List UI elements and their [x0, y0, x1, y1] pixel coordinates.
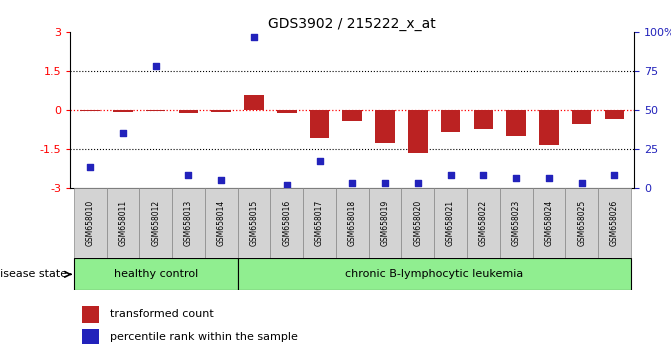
- Point: [85, 165, 95, 170]
- Bar: [82, 306, 99, 323]
- Bar: [368, 188, 401, 258]
- Bar: [74, 188, 107, 258]
- Text: GSM658024: GSM658024: [544, 200, 554, 246]
- Point: [446, 172, 456, 178]
- Point: [117, 130, 128, 136]
- Point: [478, 172, 488, 178]
- Bar: [303, 188, 336, 258]
- Text: GSM658015: GSM658015: [250, 200, 258, 246]
- Text: GSM658018: GSM658018: [348, 200, 357, 246]
- Title: GDS3902 / 215222_x_at: GDS3902 / 215222_x_at: [268, 17, 436, 31]
- Text: GSM658013: GSM658013: [184, 200, 193, 246]
- Bar: [270, 188, 303, 258]
- Point: [609, 172, 620, 178]
- Bar: [375, 110, 395, 143]
- Text: transformed count: transformed count: [110, 309, 213, 319]
- Bar: [605, 110, 624, 119]
- Bar: [408, 110, 427, 153]
- Point: [216, 177, 227, 183]
- Bar: [277, 110, 297, 113]
- Point: [314, 158, 325, 164]
- Point: [413, 180, 423, 186]
- Point: [248, 34, 259, 39]
- Text: GSM658012: GSM658012: [151, 200, 160, 246]
- Bar: [500, 188, 533, 258]
- Point: [347, 180, 358, 186]
- Bar: [211, 110, 231, 112]
- Text: healthy control: healthy control: [113, 269, 198, 279]
- Point: [380, 180, 391, 186]
- Bar: [441, 110, 460, 132]
- Bar: [467, 188, 500, 258]
- Bar: [107, 188, 140, 258]
- Bar: [310, 110, 329, 138]
- Bar: [74, 258, 238, 290]
- Text: GSM658016: GSM658016: [282, 200, 291, 246]
- Text: GSM658022: GSM658022: [479, 200, 488, 246]
- Bar: [336, 188, 368, 258]
- Point: [544, 176, 554, 181]
- Bar: [178, 110, 198, 113]
- Bar: [434, 188, 467, 258]
- Bar: [474, 110, 493, 129]
- Bar: [244, 96, 264, 110]
- Bar: [533, 188, 565, 258]
- Text: percentile rank within the sample: percentile rank within the sample: [110, 332, 298, 342]
- Bar: [81, 110, 100, 111]
- Bar: [342, 110, 362, 121]
- Text: GSM658023: GSM658023: [511, 200, 521, 246]
- Text: chronic B-lymphocytic leukemia: chronic B-lymphocytic leukemia: [345, 269, 523, 279]
- Bar: [172, 188, 205, 258]
- Point: [150, 63, 161, 69]
- Text: GSM658020: GSM658020: [413, 200, 422, 246]
- Bar: [238, 188, 270, 258]
- Text: GSM658010: GSM658010: [86, 200, 95, 246]
- Bar: [572, 110, 592, 124]
- Bar: [82, 329, 99, 344]
- Bar: [598, 188, 631, 258]
- Text: GSM658014: GSM658014: [217, 200, 225, 246]
- Text: disease state: disease state: [0, 269, 67, 279]
- Text: GSM658017: GSM658017: [315, 200, 324, 246]
- Point: [183, 172, 194, 178]
- Text: GSM658025: GSM658025: [577, 200, 586, 246]
- Text: GSM658019: GSM658019: [380, 200, 390, 246]
- Bar: [146, 110, 166, 111]
- Bar: [113, 110, 133, 112]
- Point: [511, 176, 521, 181]
- Text: GSM658026: GSM658026: [610, 200, 619, 246]
- Bar: [140, 188, 172, 258]
- Text: GSM658011: GSM658011: [118, 200, 127, 246]
- Bar: [565, 188, 598, 258]
- Text: GSM658021: GSM658021: [446, 200, 455, 246]
- Bar: [507, 110, 526, 136]
- Bar: [539, 110, 559, 145]
- Bar: [401, 188, 434, 258]
- Point: [281, 182, 292, 187]
- Bar: [205, 188, 238, 258]
- Point: [576, 180, 587, 186]
- Bar: [238, 258, 631, 290]
